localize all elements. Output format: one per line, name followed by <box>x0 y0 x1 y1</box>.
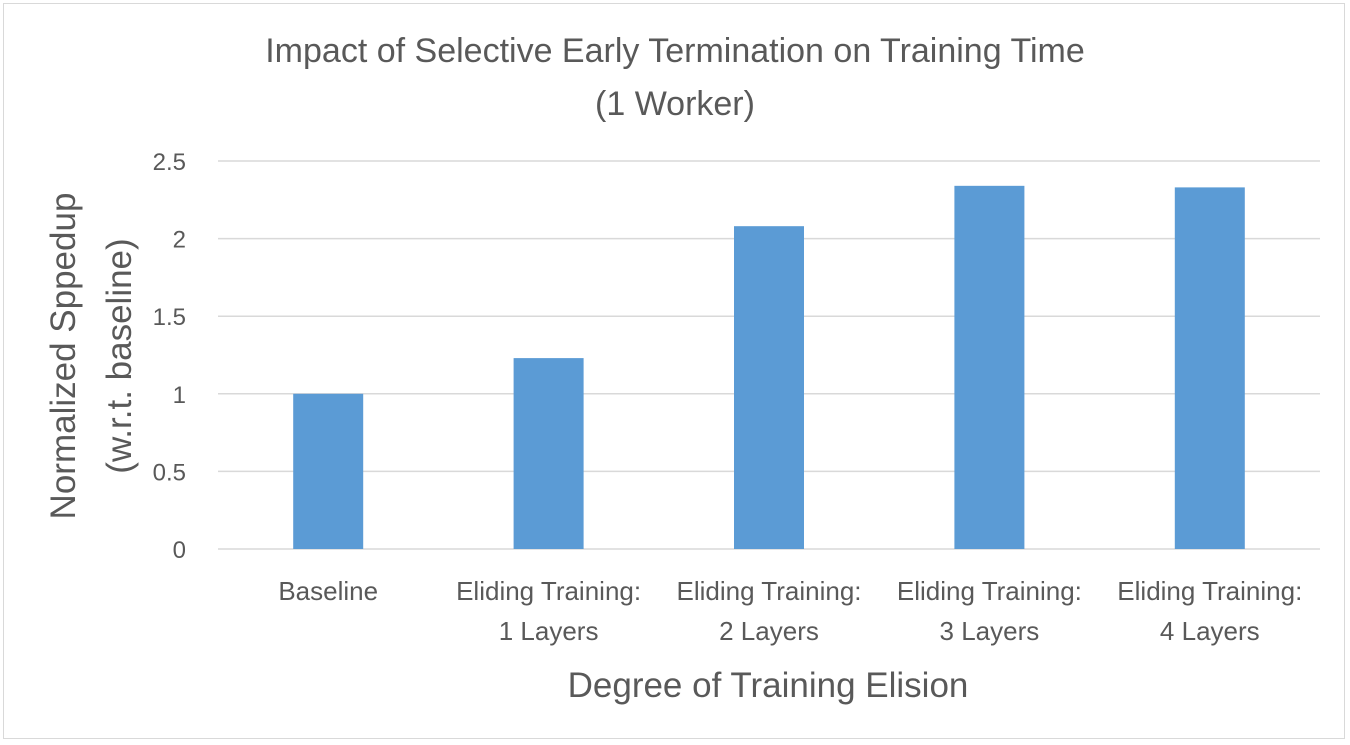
y-tick-label: 0 <box>173 537 186 564</box>
chart-frame <box>3 3 1345 739</box>
bar <box>1174 187 1245 549</box>
y-tick-label: 2 <box>173 227 186 254</box>
chart-title-line-2: (1 Worker) <box>595 85 755 123</box>
x-category-label: Baseline <box>278 576 378 606</box>
x-category-label: 1 Layers <box>499 616 599 646</box>
bars <box>293 185 1245 549</box>
y-tick-label: 1 <box>173 382 186 409</box>
chart-title-line-1: Impact of Selective Early Termination on… <box>265 32 1085 70</box>
y-axis-title-line-1: Normalized Sppedup <box>44 193 83 520</box>
x-category-label: 3 Layers <box>940 616 1040 646</box>
x-category-label: 2 Layers <box>719 616 819 646</box>
bar <box>734 226 804 549</box>
x-axis-title-text: Degree of Training Elision <box>568 666 969 705</box>
y-tick-labels: 0 0.5 1 1.5 2 2.5 <box>153 149 186 564</box>
x-category-label: Eliding Training: <box>897 576 1082 606</box>
y-axis-title: Normalized Sppedup (w.r.t. baseline) <box>44 193 139 520</box>
x-category-labels: Baseline Eliding Training: 1 Layers Eliding… <box>278 576 1302 646</box>
y-tick-label: 2.5 <box>153 149 186 176</box>
y-tick-label: 0.5 <box>153 459 186 486</box>
bar <box>513 358 584 549</box>
y-tick-label: 1.5 <box>153 304 186 331</box>
x-axis-title: Degree of Training Elision <box>568 666 969 705</box>
chart-title: Impact of Selective Early Termination on… <box>265 32 1085 123</box>
bar <box>293 393 364 549</box>
x-category-label: Eliding Training: <box>456 576 641 606</box>
x-category-label: 4 Layers <box>1160 616 1260 646</box>
bar <box>954 185 1025 549</box>
x-category-label: Eliding Training: <box>677 576 862 606</box>
x-category-label: Eliding Training: <box>1117 576 1302 606</box>
y-axis-title-line-2: (w.r.t. baseline) <box>100 238 139 473</box>
